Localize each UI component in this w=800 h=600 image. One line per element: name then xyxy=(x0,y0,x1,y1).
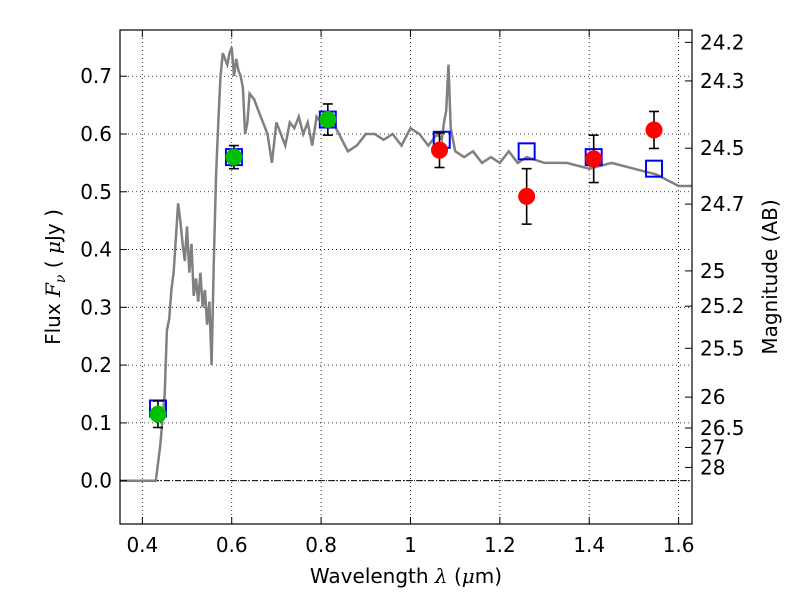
grid-lines xyxy=(120,30,692,524)
mag-tick-label: 25 xyxy=(700,259,725,283)
red-detection-point xyxy=(645,121,663,139)
y-tick-label: 0.3 xyxy=(80,295,112,319)
y-tick-label: 0.2 xyxy=(80,353,112,377)
x-tick-label: 1.2 xyxy=(484,533,516,557)
x-tick-label: 1.4 xyxy=(573,533,605,557)
plot-frame xyxy=(119,29,693,525)
mag-tick-label: 25.2 xyxy=(700,294,745,318)
x-tick-label: 0.4 xyxy=(126,533,158,557)
mag-tick-label: 25.5 xyxy=(700,336,745,360)
model-photometry-square xyxy=(517,142,536,161)
x-tick-label: 1.6 xyxy=(663,533,695,557)
x-tick-label: 1 xyxy=(404,533,417,557)
mag-tick-label: 24.7 xyxy=(700,192,745,216)
green-detection-point xyxy=(225,148,243,166)
red-detection-point xyxy=(518,187,536,205)
x-axis-label: Wavelength λ (μm) xyxy=(310,564,502,588)
y-tick-label: 0.5 xyxy=(80,180,112,204)
mag-tick-label: 28 xyxy=(700,455,725,479)
y2-axis-label: Magnitude (AB) xyxy=(758,199,782,354)
photometry-points xyxy=(148,103,664,429)
y-tick-label: 0.4 xyxy=(80,238,112,262)
axis-ticks: 0.4 0.6 0.8 1 1.2 1.4 1.6 0.0 0.1 0.2 0.3 0.4 0.5 0.6… xyxy=(80,30,745,557)
mag-tick-label: 24.5 xyxy=(700,136,745,160)
x-tick-label: 0.8 xyxy=(305,533,337,557)
y-axis-label: Flux Fν ( μJy ) xyxy=(41,209,69,345)
red-detection-point xyxy=(585,150,603,168)
red-detection-point xyxy=(431,141,449,159)
x-tick-label: 0.6 xyxy=(216,533,248,557)
model-spectrum-line xyxy=(120,46,692,482)
y-tick-label: 0.1 xyxy=(80,411,112,435)
model-photometry-square xyxy=(645,159,664,178)
y-tick-label: 0.6 xyxy=(80,122,112,146)
mag-tick-label: 26 xyxy=(700,385,725,409)
green-detection-point xyxy=(149,405,167,423)
mag-tick-label: 24.2 xyxy=(700,30,745,54)
green-detection-point xyxy=(319,111,337,129)
mag-tick-label: 27 xyxy=(700,435,725,459)
mag-tick-label: 24.3 xyxy=(700,69,745,93)
y-tick-label: 0.0 xyxy=(80,469,112,493)
mag-tick-label: 26.5 xyxy=(700,416,745,440)
y-tick-label: 0.7 xyxy=(80,64,112,88)
